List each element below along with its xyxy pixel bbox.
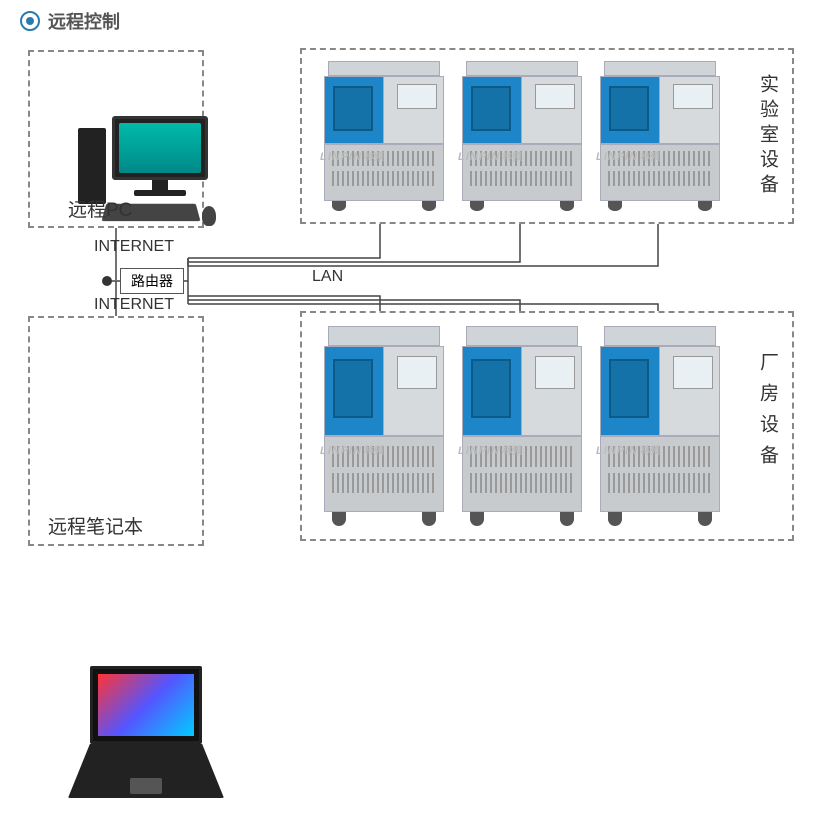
internet-label-top: INTERNET xyxy=(94,238,174,256)
chamber-icon: LINPIN林频 xyxy=(462,61,582,211)
laptop-icon xyxy=(68,666,224,816)
lab-equipment-box: LINPIN林频 LINPIN林频 LINPIN林频 xyxy=(300,48,794,224)
router-node-icon xyxy=(102,276,112,286)
remote-pc-label: 远程PC xyxy=(68,195,132,222)
header: 远程控制 xyxy=(20,8,120,34)
factory-equipment-box: LINPIN林频 LINPIN林频 LINPIN林频 xyxy=(300,311,794,541)
chamber-icon: LINPIN林频 xyxy=(462,326,582,526)
chamber-icon: LINPIN林频 xyxy=(600,326,720,526)
remote-laptop-label: 远程笔记本 xyxy=(48,512,143,539)
target-icon xyxy=(20,11,40,31)
router-label: 路由器 xyxy=(120,268,184,294)
page-title: 远程控制 xyxy=(48,8,120,34)
lan-label: LAN xyxy=(312,268,343,286)
chamber-icon: LINPIN林频 xyxy=(324,326,444,526)
chamber-icon: LINPIN林频 xyxy=(600,61,720,211)
lab-equipment-label: 实验室设备 xyxy=(754,74,781,199)
internet-label-bottom: INTERNET xyxy=(94,296,174,314)
factory-equipment-label: 厂房设备 xyxy=(754,352,781,476)
chamber-icon: LINPIN林频 xyxy=(324,61,444,211)
